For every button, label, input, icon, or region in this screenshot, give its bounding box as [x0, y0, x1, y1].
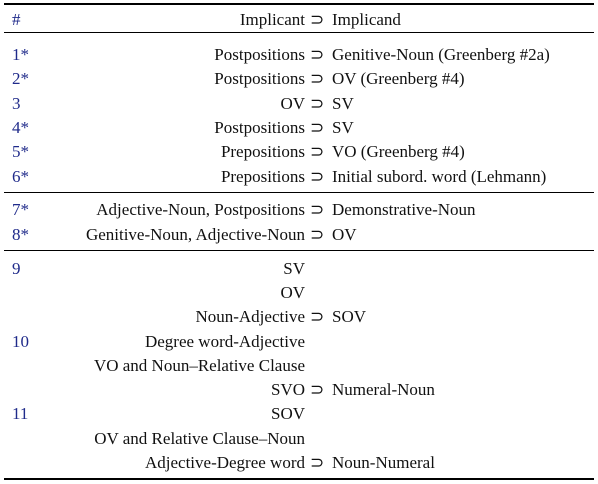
implicant: Postpositions — [214, 45, 305, 64]
row-number: # — [12, 10, 21, 29]
rule — [4, 32, 594, 33]
implies-symbol: ⊃ — [310, 117, 325, 137]
implicand: Demonstrative-Noun — [332, 200, 476, 220]
implies-symbol: ⊃ — [310, 93, 325, 113]
implicant: OV — [280, 93, 305, 113]
implicand: VO (Greenberg #4) — [332, 142, 465, 162]
implicant: OV — [280, 282, 305, 302]
implicant: Prepositions — [220, 142, 305, 162]
row-number: 4* — [12, 117, 29, 137]
rule — [4, 191, 594, 193]
implicand: Initial subord. word (Lehmann) — [332, 166, 547, 186]
implicand: Numeral-Noun — [332, 380, 435, 400]
implicant: Adjective-Noun, Postpositions — [96, 200, 305, 220]
row-number: 2* — [12, 69, 29, 89]
implicant: VO and Noun–Relative Clause — [93, 355, 305, 375]
row-number: 6* — [12, 166, 29, 186]
row-number: 10 — [12, 331, 29, 351]
implicand: SOV — [332, 307, 367, 327]
rule — [4, 478, 594, 480]
implicant: Genitive-Noun, Adjective-Noun — [85, 224, 305, 244]
implicand: Noun-Numeral — [332, 453, 435, 472]
row-number: 11 — [12, 404, 29, 424]
row-number: 1* — [12, 45, 29, 64]
implies-symbol: ⊃ — [310, 69, 325, 89]
row-number: 3 — [12, 93, 21, 113]
implicand: SV — [332, 93, 354, 113]
row-number: 7* — [12, 200, 29, 220]
row-number: 9 — [12, 258, 21, 278]
implicant: OV and Relative Clause–Noun — [94, 428, 305, 448]
implicand: OV (Greenberg #4) — [332, 69, 465, 89]
implies-symbol: ⊃ — [310, 45, 325, 64]
implies-symbol: ⊃ — [310, 307, 325, 327]
implicand: SV — [332, 117, 354, 137]
implicand: Implicand — [332, 10, 401, 29]
implicant: Adjective-Degree word — [144, 453, 305, 472]
implies-symbol: ⊃ — [310, 453, 325, 472]
row-number: 8* — [12, 224, 29, 244]
implicant: Prepositions — [220, 166, 305, 186]
implies-symbol: ⊃ — [310, 224, 325, 244]
implies-symbol: ⊃ — [310, 166, 325, 186]
implicand: Genitive-Noun (Greenberg #2a) — [332, 45, 550, 64]
rule — [4, 249, 594, 251]
implicant: SVO — [270, 380, 305, 400]
implicant: SOV — [270, 404, 305, 424]
implicand: OV — [332, 224, 357, 244]
implicant: Degree word-Adjective — [144, 331, 305, 351]
implicant: Noun-Adjective — [195, 307, 305, 327]
implies-symbol: ⊃ — [310, 142, 325, 162]
implies-symbol: ⊃ — [310, 10, 325, 29]
rule — [4, 3, 594, 5]
implicant: Implicant — [239, 10, 305, 29]
implies-symbol: ⊃ — [310, 200, 325, 220]
implicant: Postpositions — [214, 117, 305, 137]
implicant: Postpositions — [214, 69, 305, 89]
implicant: SV — [283, 258, 305, 278]
implies-symbol: ⊃ — [310, 380, 325, 400]
row-number: 5* — [12, 142, 29, 162]
